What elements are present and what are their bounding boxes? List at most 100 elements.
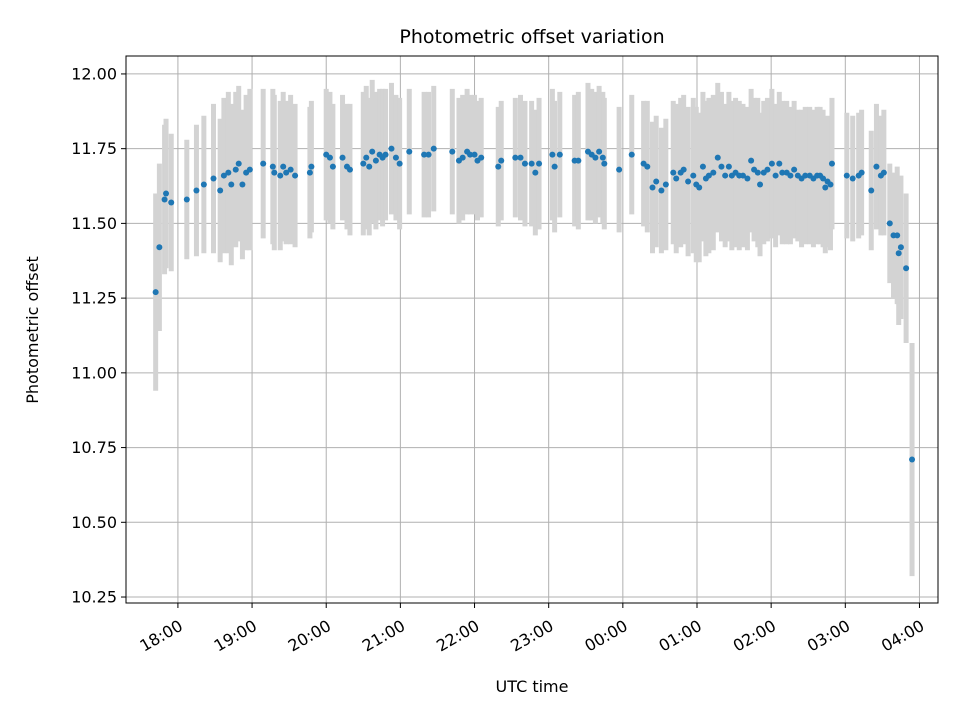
data-point: [235, 160, 242, 167]
data-point: [225, 169, 232, 176]
error-bars: [153, 79, 915, 577]
data-point: [449, 148, 456, 155]
x-tick-label: 18:00: [136, 616, 185, 656]
data-point: [392, 154, 399, 161]
data-point: [791, 166, 798, 173]
data-point: [495, 163, 502, 170]
data-point: [521, 160, 528, 167]
data-point: [843, 172, 850, 179]
data-point: [498, 157, 505, 164]
data-point: [653, 178, 660, 185]
y-tick-label: 10.75: [71, 438, 117, 457]
x-tick-label: 04:00: [878, 616, 927, 656]
data-point: [306, 169, 313, 176]
data-point: [705, 172, 712, 179]
data-point: [239, 181, 246, 188]
x-tick-label: 19:00: [211, 616, 260, 656]
data-point: [787, 172, 794, 179]
data-point: [880, 169, 887, 176]
chart-title: Photometric offset variation: [399, 26, 664, 48]
data-point: [217, 187, 224, 194]
y-tick-label: 11.50: [71, 214, 117, 233]
data-point: [156, 244, 163, 251]
data-point: [820, 175, 827, 182]
y-tick-label: 12.00: [71, 64, 117, 83]
data-point: [858, 169, 865, 176]
data-point: [725, 163, 732, 170]
data-point: [722, 172, 729, 179]
x-axis-label: UTC time: [496, 677, 569, 696]
data-point: [228, 181, 235, 188]
y-tick-label: 11.25: [71, 289, 117, 308]
data-point: [748, 157, 755, 164]
data-point: [685, 178, 692, 185]
data-point: [601, 160, 608, 167]
data-point: [662, 181, 669, 188]
data-point: [292, 172, 299, 179]
data-point: [372, 157, 379, 164]
y-tick-label: 11.75: [71, 139, 117, 158]
y-tick-label: 10.25: [71, 588, 117, 607]
data-point: [421, 151, 428, 158]
data-point: [744, 175, 751, 182]
data-point: [232, 166, 239, 173]
data-point: [596, 148, 603, 155]
data-point: [536, 160, 543, 167]
data-point: [512, 154, 519, 161]
data-point: [828, 160, 835, 167]
data-point: [551, 163, 558, 170]
data-point: [754, 169, 761, 176]
data-points: [152, 145, 916, 463]
data-point: [757, 181, 764, 188]
data-point: [430, 145, 437, 152]
data-point: [873, 163, 880, 170]
x-tick-label: 00:00: [581, 616, 630, 656]
data-point: [556, 151, 563, 158]
data-point: [360, 160, 367, 167]
data-point: [699, 163, 706, 170]
data-point: [903, 265, 910, 272]
data-point: [827, 181, 834, 188]
data-point: [280, 163, 287, 170]
data-point: [909, 456, 916, 463]
data-point: [628, 151, 635, 158]
data-point: [532, 169, 539, 176]
data-point: [897, 244, 904, 251]
x-tick-label: 03:00: [804, 616, 853, 656]
data-point: [764, 166, 771, 173]
data-point: [271, 169, 278, 176]
data-point: [388, 145, 395, 152]
x-tick-label: 22:00: [433, 616, 482, 656]
y-axis-label: Photometric offset: [23, 256, 42, 404]
data-point: [363, 154, 370, 161]
data-point: [163, 190, 170, 197]
data-point: [592, 154, 599, 161]
plot-area-frame: [125, 55, 939, 604]
data-point: [739, 172, 746, 179]
data-point: [161, 196, 168, 203]
x-tick-label: 21:00: [359, 616, 408, 656]
data-point: [768, 160, 775, 167]
data-point: [690, 172, 697, 179]
data-point: [849, 175, 856, 182]
data-point: [277, 172, 284, 179]
data-point: [283, 169, 290, 176]
x-tick-label: 20:00: [285, 616, 334, 656]
data-point: [246, 166, 253, 173]
data-point: [802, 172, 809, 179]
x-tick-label: 01:00: [656, 616, 705, 656]
data-point: [329, 163, 336, 170]
data-point: [517, 154, 524, 161]
data-point: [459, 154, 466, 161]
data-point: [220, 172, 227, 179]
x-tick-label: 23:00: [507, 616, 556, 656]
x-axis-ticks: 18:00 19:00 20:00 21:00 22:00 23:00 00:00 01:00…: [136, 603, 927, 656]
data-point: [528, 160, 535, 167]
data-point: [382, 151, 389, 158]
data-point: [269, 163, 276, 170]
data-point: [644, 163, 651, 170]
data-point: [366, 163, 373, 170]
data-point: [168, 199, 175, 206]
data-point: [339, 154, 346, 161]
